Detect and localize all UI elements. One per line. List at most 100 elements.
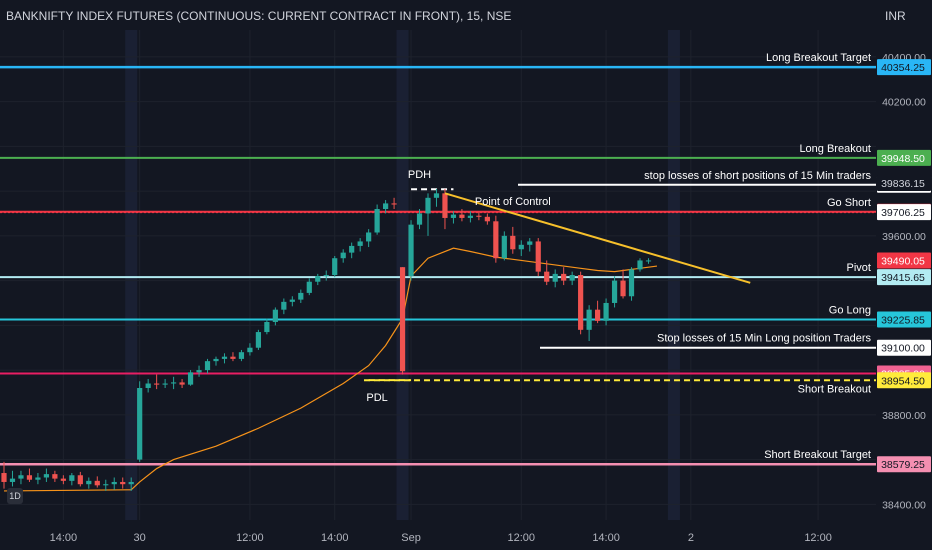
x-tick-label: 12:00 [508,532,536,544]
x-tick-label: 30 [134,532,146,544]
candle-body [264,321,270,333]
candle-body [35,477,41,480]
level-price-box [877,311,931,328]
level-price-box [877,269,931,286]
level-price-text: 40354.25 [881,62,925,74]
extra-price-text: 39836.15 [881,178,925,190]
level-price-box [877,339,931,356]
candle-body [527,241,533,245]
candle-body [69,475,75,481]
candle-body [595,309,601,321]
candle-body [645,260,652,262]
trendline [444,192,751,284]
session-band [667,30,680,520]
moving-average-line [3,247,658,492]
extra-price-text: 39490.05 [881,255,925,267]
candle-body [187,372,194,385]
level-label: Go Long [829,305,871,317]
chart-title: BANKNIFTY INDEX FUTURES (CONTINUOUS: CUR… [6,9,512,23]
candle-body [230,356,236,359]
candle-body [535,241,541,272]
candle-body [171,382,177,384]
y-tick-label: 38800.00 [882,410,926,422]
candle-body [26,475,33,480]
candle-body [9,478,16,482]
y-tick-label: 39600.00 [882,231,926,243]
candle-body [221,356,228,359]
candle-body [204,361,211,371]
interval-badge[interactable]: 1D [7,488,23,504]
candle-body [637,260,643,270]
level-label: Short Breakout Target [764,449,871,461]
candle-body [586,309,592,330]
candle-body [603,302,609,321]
candle-body [493,221,499,259]
candle-body [544,271,550,282]
candle-body [467,215,473,218]
x-tick-label: 14:00 [50,532,78,544]
candle-body [306,281,312,293]
candle-body [501,235,507,259]
level-price-box [877,372,931,389]
candle-body [561,273,567,281]
candle-body [484,216,490,222]
candle-body [383,203,389,209]
candle-body [255,332,261,348]
candle-body [349,245,355,253]
candle-body [179,382,185,385]
candle-body [238,352,245,359]
candle-body [374,208,380,233]
x-tick-label: 12:00 [236,532,264,544]
candle-body [578,275,584,330]
candle-body [154,383,160,385]
level-label: Short Breakout [798,383,871,395]
level-label: Go Short [827,197,871,209]
candle-body [366,232,372,242]
level-price-box [877,149,931,166]
candle-body [552,273,558,282]
candle-body [247,347,253,353]
candle-body [433,193,440,198]
candle-body [272,309,278,322]
level-price-text: 39706.25 [881,207,925,219]
x-tick-label: 14:00 [592,532,620,544]
level-price-text: 39415.65 [881,272,925,284]
level-label: Long Breakout Target [766,52,871,64]
candle-body [1,473,7,482]
candle-body [162,383,168,385]
x-tick-label: 14:00 [321,532,349,544]
candle-body [137,387,143,460]
candle-body [620,280,626,297]
candle-body [86,480,92,485]
candle-body [518,244,524,250]
candle-body [128,481,134,485]
candle-body [213,358,219,362]
candle-body [43,474,49,478]
annotation-label: PDL [366,392,387,404]
candle-body [450,214,457,218]
candle-body [391,203,397,205]
candle-body [510,235,516,250]
candle-body [289,299,295,302]
candle-body [196,370,202,373]
candle-body [416,213,423,225]
candle-body [332,258,338,275]
level-label: Long Breakout [799,143,871,155]
candle-body [476,215,482,217]
level-label: stop losses of short positions of 15 Min… [644,170,871,182]
candle-body [111,481,117,485]
level-price-text: 39948.50 [881,153,925,165]
candle-body [357,241,363,246]
candle-body [103,484,109,486]
candle-body [94,480,100,486]
candle-body [60,478,66,481]
candle-body [323,275,329,277]
x-tick-label: Sep [401,532,421,544]
candle-body [281,301,287,310]
currency-label: INR [885,9,906,23]
candle-body [120,481,126,485]
candle-body [628,269,635,297]
candle-body [459,214,465,218]
candle-body [18,475,24,479]
